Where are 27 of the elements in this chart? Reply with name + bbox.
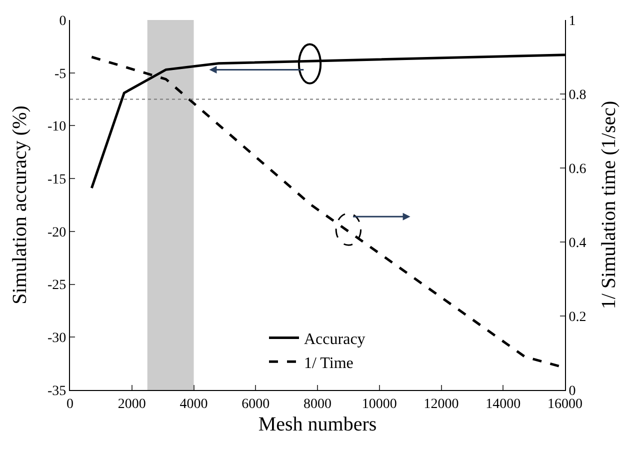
legend-label: Accuracy (304, 331, 366, 348)
legend-label: 1/ Time (304, 354, 354, 372)
x-tick-label: 14000 (486, 396, 521, 412)
y2-tick-label: 0.2 (568, 310, 586, 325)
x-tick-label: 6000 (242, 396, 270, 412)
y-axis-title: Simulation accuracy (%) (9, 106, 32, 304)
y-tick-label: 0 (59, 14, 66, 29)
y2-axis-title: 1/ Simulation time (1/sec) (598, 100, 620, 310)
y-tick-label: -15 (48, 172, 66, 188)
y2-tick-label: 1 (568, 14, 576, 29)
y-tick-label: -10 (48, 120, 66, 135)
x-tick-label: 16000 (548, 396, 582, 412)
x-tick-label: 10000 (362, 396, 397, 412)
y2-tick-label: 0 (568, 384, 576, 399)
x-tick-label: 2000 (118, 396, 146, 412)
x-tick-label: 12000 (424, 396, 459, 412)
y2-tick-label: 0.4 (568, 236, 586, 251)
x-axis-title: Mesh numbers (258, 413, 377, 436)
y-tick-label: -20 (48, 225, 66, 240)
y-tick-label: -35 (48, 384, 66, 399)
y-tick-label: -5 (54, 66, 66, 82)
y2-tick-label: 0.8 (568, 88, 586, 103)
y-tick-label: -25 (48, 278, 66, 294)
x-tick-label: 8000 (304, 396, 332, 412)
x-tick-label: 4000 (180, 396, 208, 412)
y2-tick-label: 0.6 (568, 162, 586, 177)
y-tick-label: -30 (48, 331, 66, 346)
